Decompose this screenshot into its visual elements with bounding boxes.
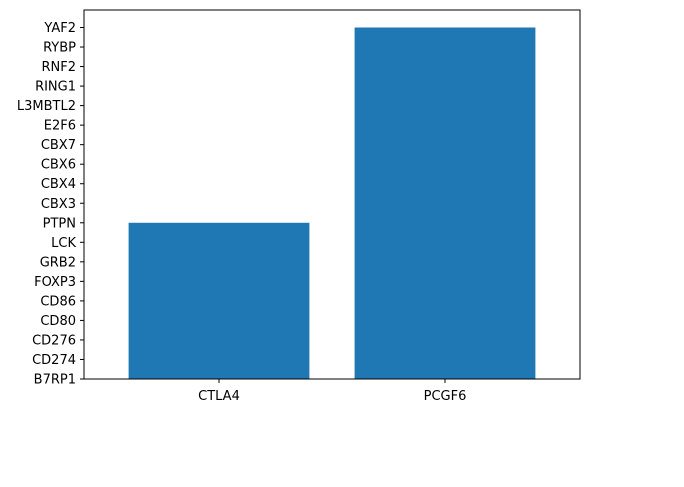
y-tick-label: CD276: [32, 333, 76, 348]
y-tick-label: CBX6: [41, 158, 76, 173]
bar-pcgf6: [354, 27, 536, 379]
y-tick-label: L3MBTL2: [17, 99, 76, 114]
y-tick-label: CD274: [32, 353, 76, 368]
y-tick-label: RING1: [35, 80, 76, 95]
y-tick-label: FOXP3: [34, 275, 76, 290]
y-tick-label: CBX4: [41, 177, 76, 192]
y-tick-label: RNF2: [41, 60, 76, 75]
y-tick-label: LCK: [51, 236, 76, 251]
y-tick-label: RYBP: [43, 41, 76, 56]
y-tick-label: CBX7: [41, 138, 76, 153]
bar-ctla4: [128, 222, 310, 379]
y-tick-label: CD86: [40, 294, 76, 309]
y-tick-label: E2F6: [44, 119, 76, 134]
x-tick-label: PCGF6: [424, 389, 467, 404]
y-tick-label: B7RP1: [34, 373, 76, 388]
y-tick-label: GRB2: [40, 255, 76, 270]
y-tick-label: CD80: [40, 314, 76, 329]
y-tick-label: PTPN: [43, 216, 76, 231]
plot-area: [128, 27, 536, 379]
x-axis: CTLA4 PCGF6: [198, 379, 466, 404]
y-tick-label: YAF2: [43, 21, 76, 36]
y-axis: B7RP1 CD274 CD276 CD80 CD86 FOXP3 GRB2 LCK PTPN C…: [17, 21, 84, 388]
axes-frame: [83, 9, 581, 380]
y-tick-label: CBX3: [41, 197, 76, 212]
x-tick-label: CTLA4: [198, 389, 240, 404]
